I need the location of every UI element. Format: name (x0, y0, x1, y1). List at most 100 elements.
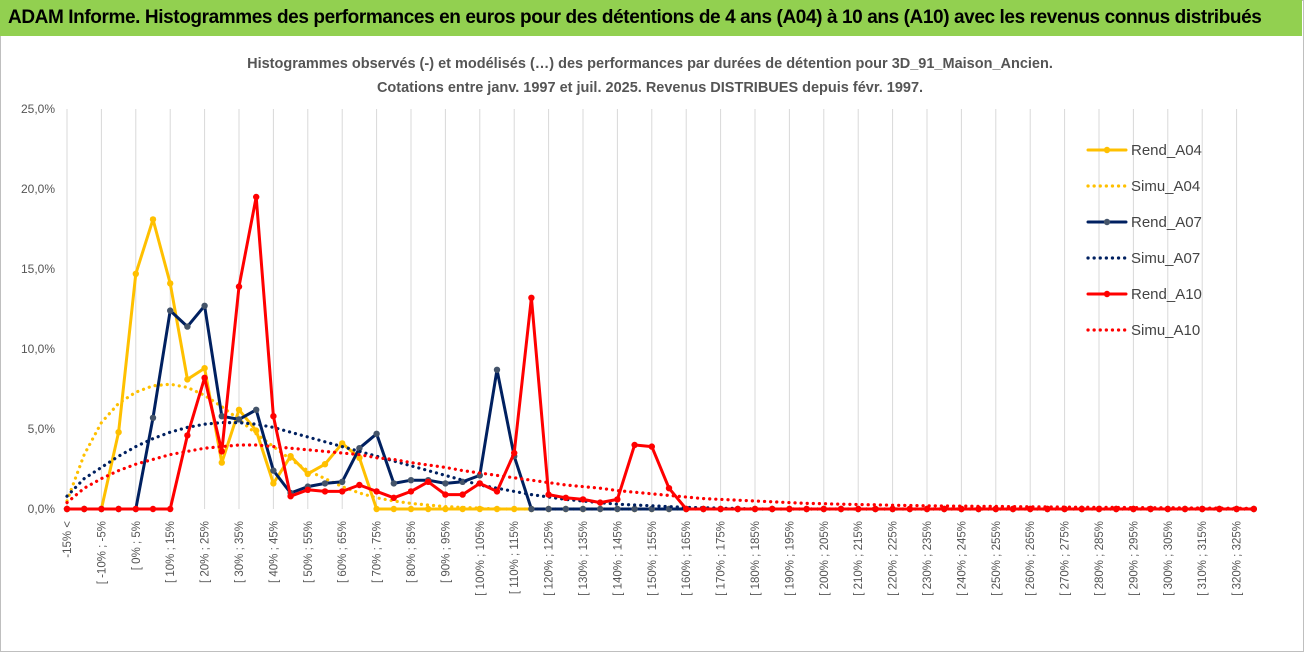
data-point-rend-a10 (201, 374, 208, 381)
legend-marker-rend-a04 (1103, 146, 1111, 154)
data-point-rend-a10 (700, 505, 707, 513)
series-line-rend-a07 (65, 304, 1256, 511)
x-tick-label: [ 210% ; 215% (853, 521, 865, 596)
data-point-rend-a10 (734, 505, 741, 513)
data-point-rend-a10 (373, 488, 380, 495)
legend-label-rend-a04: Rend_A04 (1131, 142, 1202, 159)
data-point-rend-a10 (511, 449, 518, 457)
y-tick-label: 5,0% (28, 422, 56, 436)
data-point-rend-a04 (339, 440, 346, 447)
data-point-rend-a10 (476, 480, 483, 487)
data-point-rend-a10 (683, 505, 690, 513)
header-title: ADAM Informe. Histogrammes des performan… (8, 7, 1262, 28)
x-tick-label: [ 160% ; 165% (681, 521, 693, 596)
data-point-rend-a10 (648, 443, 655, 450)
series-layer (63, 193, 1258, 513)
x-tick-label: [ 290% ; 295% (1128, 521, 1140, 596)
x-tick-label: [ 60% ; 65% (337, 521, 349, 583)
data-point-rend-a04 (373, 505, 380, 513)
data-point-rend-a07 (235, 416, 243, 423)
data-point-rend-a10 (631, 441, 638, 449)
x-tick-label: [ 120% ; 125% (544, 521, 556, 596)
data-point-rend-a10 (235, 283, 243, 290)
x-tick-label: [ 260% ; 265% (1025, 521, 1037, 596)
x-tick-label: [ 140% ; 145% (612, 521, 624, 596)
data-point-rend-a10 (287, 493, 294, 500)
data-point-rend-a04 (390, 505, 397, 513)
data-point-rend-a07 (545, 505, 552, 513)
data-point-rend-a07 (339, 478, 346, 485)
x-tick-label: [ 20% ; 25% (200, 521, 212, 583)
x-tick-label: [ 30% ; 35% (234, 521, 246, 583)
data-point-rend-a10 (889, 505, 896, 513)
data-point-rend-a10 (803, 505, 810, 513)
data-point-rend-a04 (356, 454, 363, 461)
data-point-rend-a10 (253, 193, 260, 201)
y-tick-label: 0,0% (28, 502, 56, 516)
x-tick-label: [ 310% ; 315% (1197, 521, 1209, 596)
data-point-rend-a10 (356, 481, 363, 489)
x-tick-label: -15% < (62, 521, 74, 558)
data-point-rend-a10 (149, 505, 157, 513)
data-point-rend-a04 (235, 406, 243, 413)
data-point-rend-a07 (562, 505, 569, 513)
x-tick-label: [ 270% ; 275% (1060, 521, 1072, 596)
data-point-rend-a10 (98, 505, 105, 513)
x-tick-label: [ 250% ; 255% (991, 521, 1003, 596)
data-point-rend-a04 (407, 505, 415, 513)
legend-label-simu-a04: Simu_A04 (1131, 178, 1200, 195)
data-point-rend-a04 (493, 505, 501, 513)
data-point-rend-a10 (115, 505, 122, 513)
y-tick-label: 25,0% (21, 102, 55, 116)
data-point-rend-a04 (115, 429, 122, 436)
data-point-rend-a07 (321, 480, 329, 487)
data-point-rend-a07 (184, 323, 191, 330)
data-point-rend-a04 (321, 461, 329, 468)
data-point-rend-a07 (442, 480, 449, 487)
x-tick-label: [ 170% ; 175% (716, 521, 728, 596)
data-point-rend-a10 (855, 505, 862, 513)
data-point-rend-a07 (493, 366, 501, 373)
legend-marker-rend-a07 (1103, 218, 1111, 226)
y-tick-label: 15,0% (21, 262, 55, 276)
data-point-rend-a10 (339, 488, 346, 495)
data-point-rend-a07 (597, 505, 604, 513)
data-point-rend-a07 (270, 467, 277, 474)
data-point-rend-a10 (597, 499, 604, 506)
data-point-rend-a10 (493, 488, 501, 495)
x-tick-label: [ 40% ; 45% (268, 521, 280, 583)
x-tick-label: [ -10% ; -5% (96, 521, 108, 584)
data-point-rend-a07 (631, 505, 638, 513)
data-point-rend-a07 (614, 505, 621, 513)
data-point-rend-a04 (425, 505, 432, 513)
data-point-rend-a10 (425, 478, 432, 485)
data-point-rend-a10 (923, 505, 931, 513)
x-tick-label: [ 150% ; 155% (647, 521, 659, 596)
data-point-rend-a10 (270, 413, 277, 420)
x-tick-label: [ 0% ; 5% (131, 521, 143, 570)
data-point-rend-a10 (820, 505, 827, 513)
legend: Rend_A04 Simu_A04 Rend_A07 Simu_A07 Rend_A10… (1086, 142, 1202, 339)
data-point-rend-a07 (167, 307, 174, 314)
x-tick-label: [ 80% ; 85% (406, 521, 418, 583)
data-point-rend-a10 (132, 505, 139, 513)
x-tick-label: [ 220% ; 225% (888, 521, 900, 596)
data-point-rend-a10 (769, 505, 776, 513)
x-tick-label: [ 100% ; 105% (475, 521, 487, 596)
data-point-rend-a10 (562, 494, 569, 501)
x-tick-label: [ 10% ; 15% (165, 521, 177, 583)
data-point-rend-a07 (149, 414, 157, 421)
data-point-rend-a07 (528, 505, 535, 513)
data-point-rend-a10 (837, 505, 845, 513)
data-point-rend-a10 (459, 491, 466, 498)
data-point-rend-a04 (132, 270, 139, 277)
data-point-rend-a04 (167, 280, 174, 287)
x-axis-ticks: -15% < [ -10% ; -5% [ 0% ; 5% [ 10% ; 15% [ … (62, 521, 1244, 596)
data-point-rend-a10 (528, 294, 535, 301)
data-point-rend-a10 (390, 494, 397, 501)
data-point-rend-a10 (184, 432, 191, 439)
series-line-simu-a04 (65, 382, 1256, 511)
data-point-rend-a10 (872, 505, 879, 513)
data-point-rend-a07 (390, 480, 397, 487)
data-point-rend-a10 (941, 505, 948, 513)
